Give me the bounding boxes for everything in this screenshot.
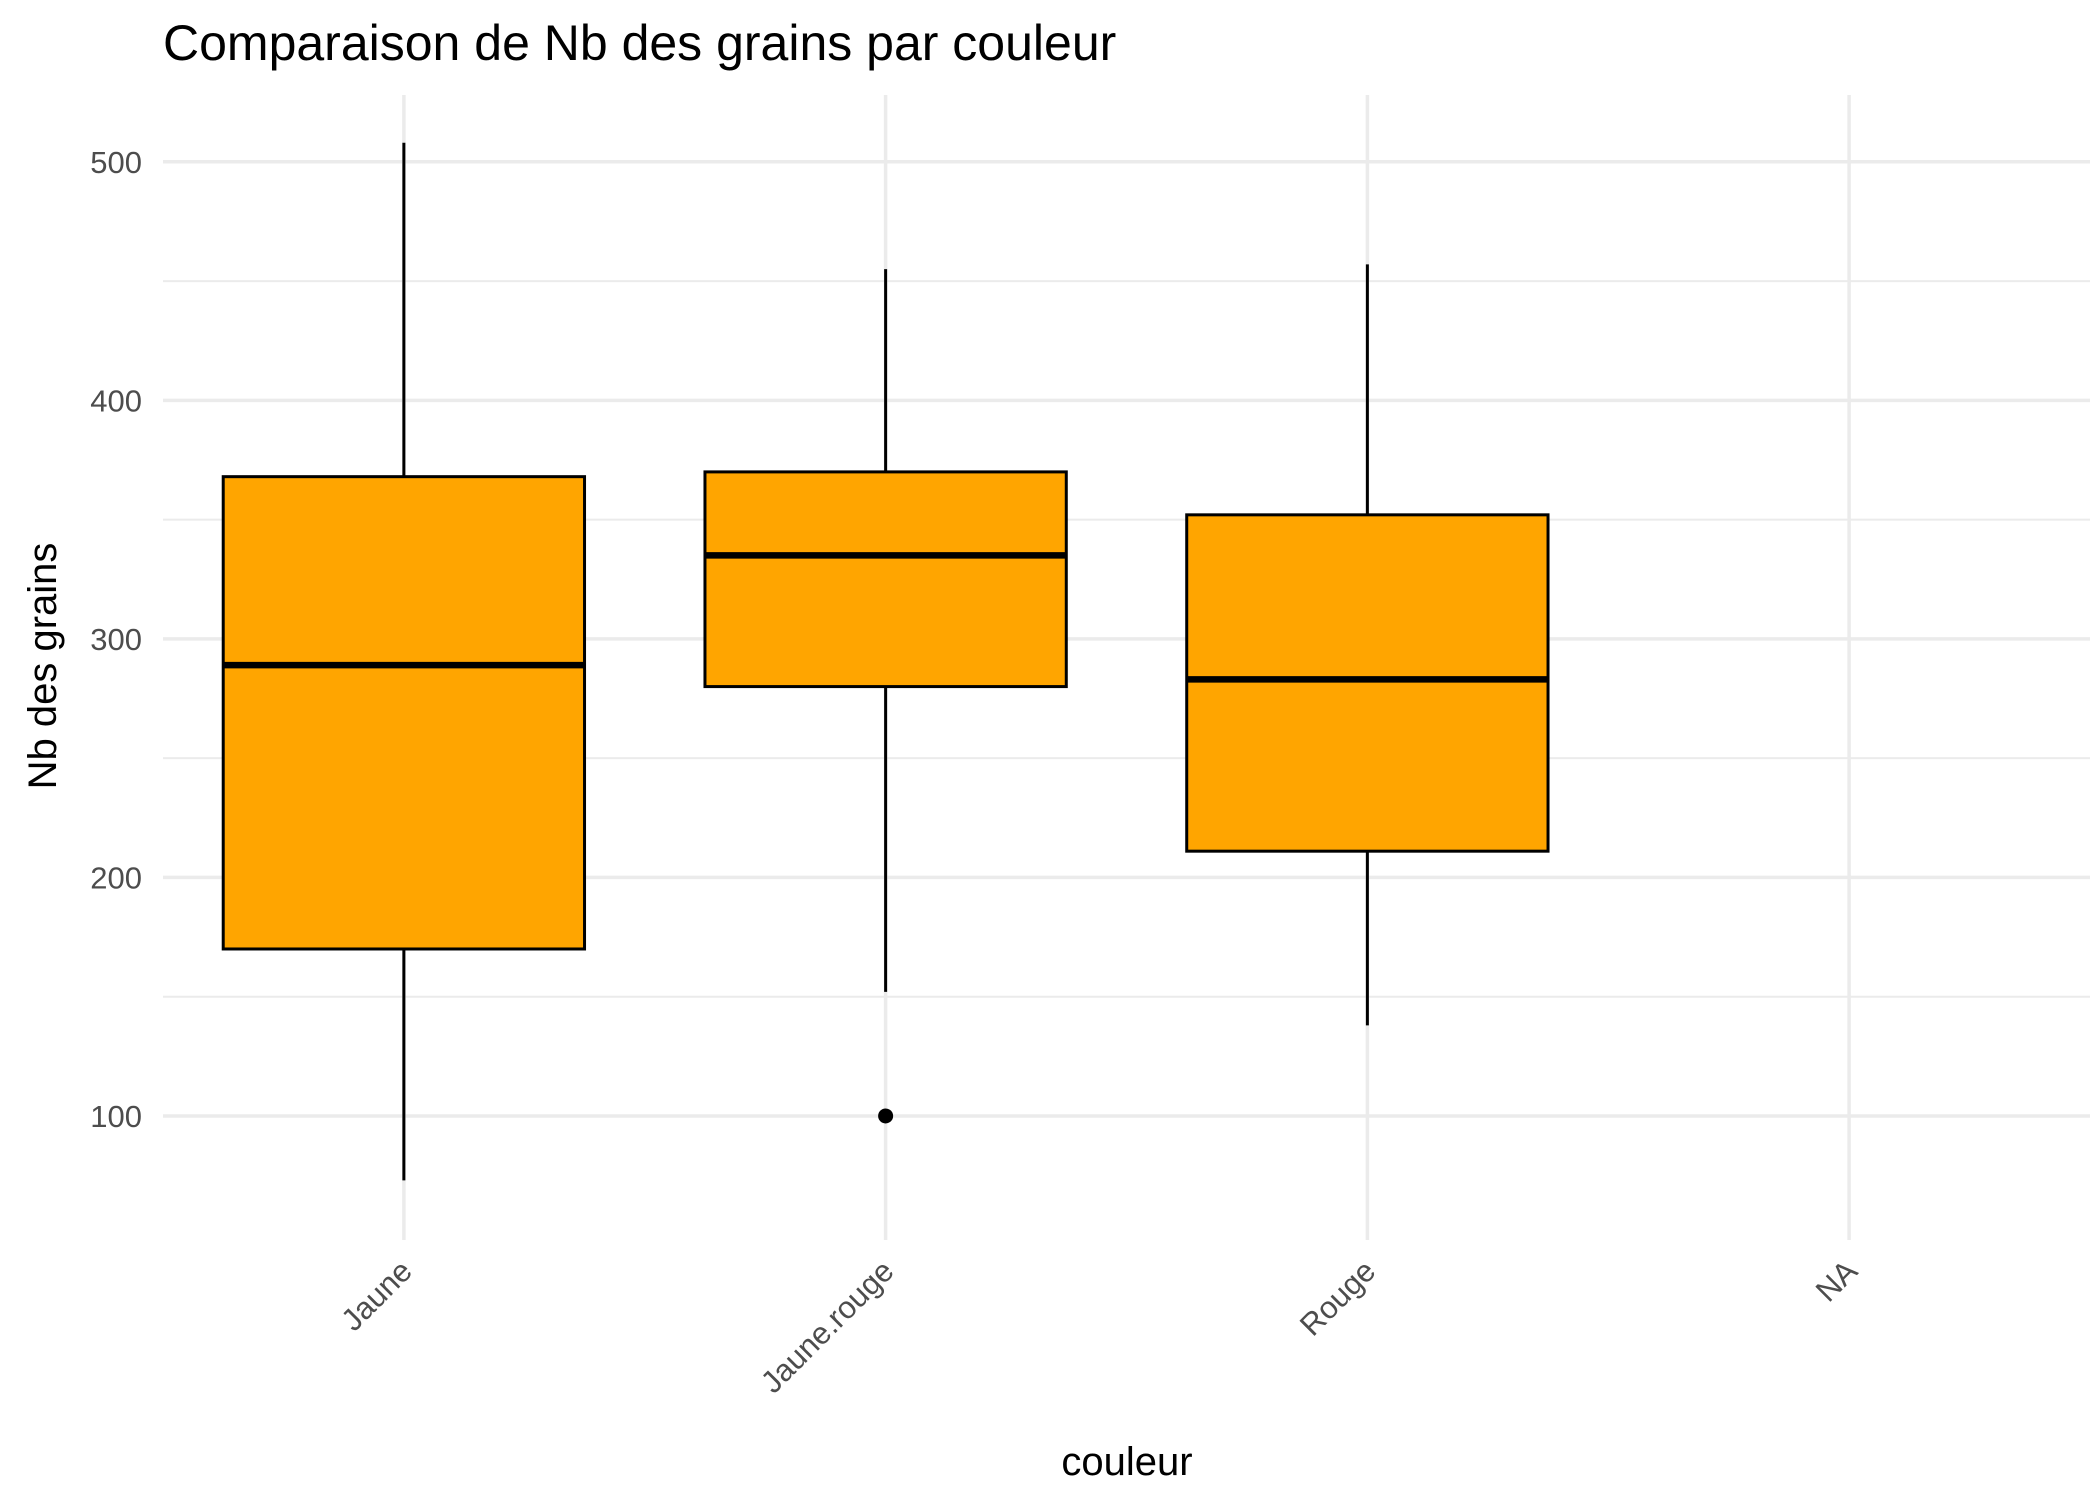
x-tick-label: Rouge bbox=[1293, 1253, 1382, 1342]
x-axis-title: couleur bbox=[1061, 1440, 1192, 1484]
x-tick-label: Jaune.rouge bbox=[754, 1253, 901, 1400]
y-tick-label: 500 bbox=[90, 145, 142, 180]
box-iqr bbox=[703, 470, 1068, 689]
y-tick-label: 100 bbox=[90, 1099, 142, 1134]
outlier-point bbox=[878, 1108, 894, 1124]
y-tick-label: 300 bbox=[90, 622, 142, 657]
boxes bbox=[221, 142, 1550, 1181]
y-tick-label: 400 bbox=[90, 383, 142, 418]
chart-title: Comparaison de Nb des grains par couleur bbox=[163, 15, 1116, 71]
x-axis-ticks: Jaune Jaune.rouge Rouge NA bbox=[334, 1253, 1864, 1400]
box-iqr bbox=[1185, 513, 1550, 853]
x-tick-label: NA bbox=[1809, 1253, 1864, 1308]
y-tick-label: 200 bbox=[90, 860, 142, 895]
y-axis-ticks: 100 200 300 400 500 bbox=[90, 145, 142, 1134]
box-iqr bbox=[221, 475, 587, 951]
box-rouge bbox=[1185, 264, 1550, 1026]
box-jaune-rouge bbox=[703, 269, 1068, 1124]
x-tick-label: Jaune bbox=[334, 1253, 418, 1337]
y-axis-title: Nb des grains bbox=[21, 543, 65, 790]
box-jaune bbox=[221, 142, 587, 1181]
